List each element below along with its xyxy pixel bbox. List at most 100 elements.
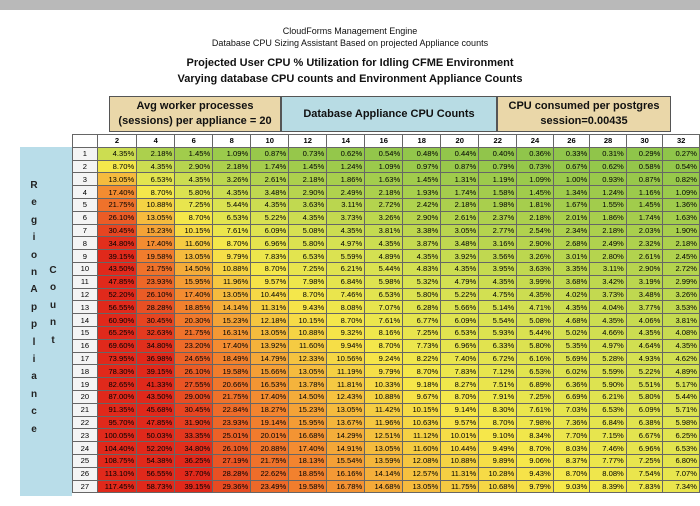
table-cell: 1.16%	[625, 185, 664, 199]
table-cell: 82.65%	[96, 377, 138, 391]
table-cell: 4.64%	[625, 338, 664, 353]
table-cell: 0.87%	[625, 172, 664, 187]
table-cell: 47.85%	[136, 415, 176, 430]
table-cell: 2.90%	[174, 159, 214, 174]
table-cell: 6.38%	[625, 415, 664, 430]
table-cell: 3.26%	[516, 249, 554, 263]
table-cell: 7.70%	[552, 428, 591, 443]
table-cell: 91.35%	[96, 402, 138, 417]
table-cell: 1.09%	[516, 172, 554, 187]
table-cell: 3.11%	[589, 261, 627, 276]
table-cell: 9.49%	[478, 441, 518, 455]
table-cell: 4.83%	[402, 261, 442, 276]
table-cell: 4.04%	[589, 300, 627, 315]
table-cell: 10.88%	[440, 453, 480, 468]
table-cell: 0.29%	[625, 146, 664, 161]
table-cell: 15.23%	[288, 402, 328, 417]
table-cell: 5.80%	[516, 338, 554, 353]
table-cell: 7.25%	[174, 197, 214, 212]
table-cell: 18.85%	[288, 466, 328, 481]
column-header-cpu-4: 4	[136, 134, 176, 148]
table-cell: 16.53%	[250, 377, 290, 391]
table-cell: 13.05%	[288, 364, 328, 379]
table-cell: 6.89%	[516, 377, 554, 391]
table-cell: 3.48%	[440, 236, 480, 251]
table-cell: 7.03%	[552, 402, 591, 417]
table-cell: 69.60%	[96, 338, 138, 353]
table-cell: 50.03%	[136, 428, 176, 443]
table-cell: 10.44%	[440, 441, 480, 455]
table-cell: 1.98%	[478, 197, 518, 212]
table-row: 27 117.45% 58.73% 39.15% 29.36% 23.49% 19.58% 1…	[72, 479, 700, 494]
table-cell: 5.80%	[625, 389, 664, 404]
table-cell: 11.31%	[250, 300, 290, 315]
table-cell: 22.62%	[250, 466, 290, 481]
table-cell: 4.35%	[250, 197, 290, 212]
table-cell: 2.18%	[440, 197, 480, 212]
table-cell: 1.63%	[364, 172, 404, 187]
table-cell: 13.59%	[364, 453, 404, 468]
column-header-row: 2 4 6 8 10 12 14 16 18 20 22 24 26 28 30 32	[72, 134, 700, 148]
table-cell: 2.90%	[288, 185, 328, 199]
table-cell: 18.85%	[174, 300, 214, 315]
table-cell: 5.80%	[174, 185, 214, 199]
table-cell: 9.14%	[440, 402, 480, 417]
table-cell: 5.44%	[662, 389, 700, 404]
table-cell: 3.81%	[364, 223, 404, 238]
row-label: 14	[72, 313, 98, 327]
table-cell: 12.43%	[326, 389, 366, 404]
table-cell: 7.25%	[625, 453, 664, 468]
table-cell: 5.02%	[552, 325, 591, 340]
table-cell: 0.62%	[326, 146, 366, 161]
table-cell: 39.15%	[96, 249, 138, 263]
table-cell: 7.15%	[589, 428, 627, 443]
table-cell: 8.70%	[212, 236, 252, 251]
table-cell: 4.35%	[552, 300, 591, 315]
table-row: 14 60.90% 30.45% 20.30% 15.23% 12.18% 10.15% 8.…	[72, 313, 700, 327]
table-cell: 9.10%	[478, 428, 518, 443]
row-label: 21	[72, 402, 98, 417]
table-cell: 6.28%	[402, 300, 442, 315]
table-cell: 7.83%	[440, 364, 480, 379]
table-cell: 2.34%	[552, 223, 591, 238]
table-cell: 5.90%	[589, 377, 627, 391]
table-cell: 4.35%	[625, 325, 664, 340]
table-cell: 8.70%	[478, 415, 518, 430]
table-cell: 15.95%	[174, 274, 214, 289]
table-cell: 1.74%	[440, 185, 480, 199]
table-cell: 3.68%	[552, 274, 591, 289]
table-cell: 0.48%	[402, 146, 442, 161]
row-label: 10	[72, 261, 98, 276]
table-cell: 14.29%	[326, 428, 366, 443]
table-cell: 45.68%	[136, 402, 176, 417]
table-cell: 7.46%	[326, 287, 366, 302]
row-label: 22	[72, 415, 98, 430]
table-cell: 4.75%	[478, 287, 518, 302]
table-cell: 9.43%	[516, 466, 554, 481]
table-cell: 32.63%	[136, 325, 176, 340]
table-cell: 5.44%	[212, 197, 252, 212]
row-label: 24	[72, 441, 98, 455]
table-cell: 9.32%	[326, 325, 366, 340]
corner-cell	[72, 134, 98, 148]
table-cell: 34.80%	[96, 236, 138, 251]
column-header-cpu-32: 32	[662, 134, 700, 148]
table-cell: 3.99%	[516, 274, 554, 289]
table-cell: 87.00%	[96, 389, 138, 404]
table-cell: 2.32%	[625, 236, 664, 251]
table-cell: 8.70%	[440, 389, 480, 404]
row-label: 13	[72, 300, 98, 315]
table-cell: 23.49%	[250, 479, 290, 494]
table-title: Projected User CPU % Utilization for Idl…	[186, 57, 514, 69]
table-cell: 3.77%	[625, 300, 664, 315]
table-cell: 7.46%	[589, 441, 627, 455]
table-cell: 3.63%	[516, 261, 554, 276]
table-cell: 5.22%	[625, 364, 664, 379]
table-cell: 1.45%	[625, 197, 664, 212]
table-cell: 6.84%	[589, 415, 627, 430]
table-cell: 6.67%	[625, 428, 664, 443]
column-header-cpu-2: 2	[96, 134, 138, 148]
table-cell: 11.31%	[440, 466, 480, 481]
table-cell: 4.35%	[364, 236, 404, 251]
table-cell: 4.35%	[212, 185, 252, 199]
